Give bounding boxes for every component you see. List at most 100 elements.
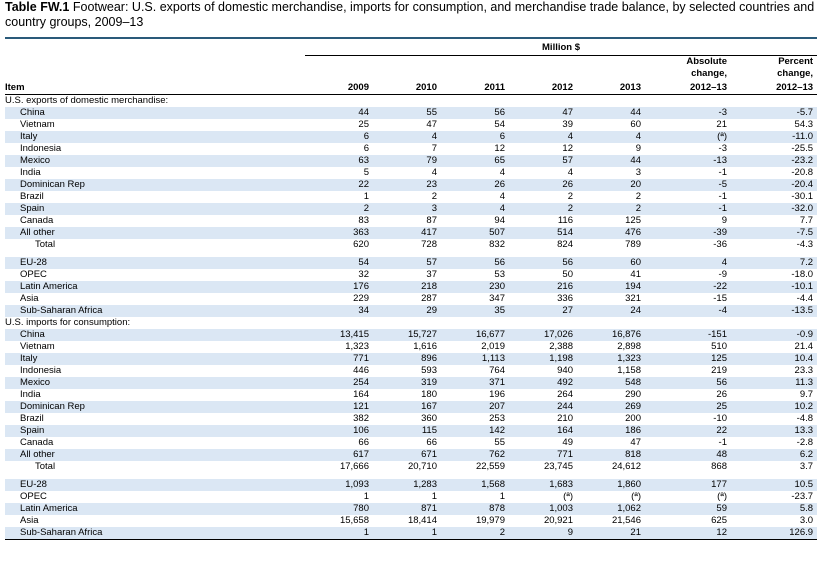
group-row: OPEC 1 1 1 (ª) (ª) (ª) -23.7 [5, 491, 817, 503]
cell-value: 1,003 [509, 503, 577, 515]
cell-value: 5 [363, 167, 369, 178]
table-row: Italy 771 896 1,113 1,198 1,323 125 10.4 [5, 353, 818, 365]
cell-value: -1 [718, 191, 727, 202]
cell-value: 4 [431, 167, 437, 178]
row-label: Total [35, 239, 56, 250]
cell-value: 1,198 [509, 353, 577, 365]
cell-value: 15,727 [373, 329, 441, 341]
unit-header: Million $ [305, 41, 818, 56]
pct-header-1: Percent [778, 56, 814, 67]
cell-value: 10.5 [731, 479, 818, 491]
table-row: Indonesia 6 7 12 12 9 -3 -25.5 [5, 143, 817, 155]
table-caption: Footwear: U.S. exports of domestic merch… [5, 0, 815, 29]
cell-value: (ª) [717, 491, 727, 502]
cell-value: 363 [305, 227, 373, 239]
cell-value: 83 [358, 215, 369, 226]
table-row: All other 363 417 507 514 476 -39 -7.5 [5, 227, 818, 239]
year-header: 2009 [305, 80, 373, 95]
cell-value: 253 [489, 413, 505, 424]
cell-value: 617 [305, 449, 373, 461]
cell-value: 3.7 [799, 461, 814, 472]
cell-value: -13 [645, 155, 731, 167]
abs-header-3: 2012–13 [645, 80, 731, 95]
cell-value: 7.7 [799, 215, 814, 226]
cell-value: 106 [305, 425, 373, 437]
cell-value: 53 [494, 269, 505, 280]
total-row: Total 620 728 832 824 789 -36 -4.3 [5, 239, 817, 251]
cell-value: 54.3 [794, 119, 814, 130]
cell-value: -13.5 [731, 305, 818, 317]
cell-value: 116 [557, 215, 573, 226]
cell-value: -11.0 [731, 131, 818, 143]
cell-value: 21.4 [794, 341, 814, 352]
table-row: Vietnam 25 47 54 39 60 21 54.3 [5, 119, 817, 131]
cell-value: -22 [645, 281, 731, 293]
cell-value: 59 [645, 503, 731, 515]
cell-value: 2 [635, 191, 641, 202]
cell-value: 2 [441, 527, 509, 540]
cell-value: 671 [373, 449, 441, 461]
cell-value: 771 [509, 449, 577, 461]
row-label: Italy [5, 131, 305, 143]
title-rule [5, 37, 817, 39]
cell-value: 20 [577, 179, 645, 191]
cell-value: 142 [441, 425, 509, 437]
cell-value: 321 [625, 293, 641, 304]
row-label: Brazil [20, 191, 44, 202]
cell-value: 20,710 [407, 461, 437, 472]
cell-value: 35 [441, 305, 509, 317]
cell-value: 26 [509, 179, 577, 191]
cell-value: 49 [562, 437, 573, 448]
cell-value: -5 [645, 179, 731, 191]
table-row: Brazil 382 360 253 210 200 -10 -4.8 [5, 413, 817, 425]
cell-value [373, 317, 441, 329]
abs-header-1: Absolute [686, 56, 727, 67]
row-label: India [20, 167, 41, 178]
cell-value: 9 [721, 215, 727, 226]
row-label: EU-28 [5, 257, 305, 269]
cell-value: 371 [441, 377, 509, 389]
cell-value: 56 [441, 107, 509, 119]
cell-value: -32.0 [731, 203, 818, 215]
cell-value: 2,019 [481, 341, 505, 352]
pct-header-2: change, [777, 68, 814, 79]
group-row: Latin America 176 218 230 216 194 -22 -10.1 [5, 281, 818, 293]
cell-value: 229 [353, 293, 369, 304]
cell-value: -151 [645, 329, 731, 341]
cell-value: 2 [431, 191, 437, 202]
row-label: India [20, 389, 41, 400]
cell-value: 780 [305, 503, 373, 515]
row-label: China [5, 329, 305, 341]
cell-value: 7 [431, 143, 437, 154]
cell-value: 18,414 [407, 515, 437, 526]
cell-value: 56 [441, 257, 509, 269]
cell-value: 87 [426, 215, 437, 226]
table-row: Dominican Rep 121 167 207 244 269 25 10.2 [5, 401, 818, 413]
cell-value: 824 [557, 239, 573, 250]
cell-value: 896 [373, 353, 441, 365]
cell-value: 1,568 [441, 479, 509, 491]
cell-value: -4 [645, 305, 731, 317]
cell-value: 4 [645, 257, 731, 269]
cell-value: 360 [421, 413, 437, 424]
cell-value: 23.3 [794, 365, 814, 376]
cell-value: 125 [625, 215, 641, 226]
cell-value: -23.2 [731, 155, 818, 167]
cell-value: 620 [353, 239, 369, 250]
table-title: Table FW.1 Footwear: U.S. exports of dom… [0, 0, 822, 32]
cell-value: 57 [509, 155, 577, 167]
cell-value: 25 [645, 401, 731, 413]
cell-value: 37 [426, 269, 437, 280]
cell-value: 2,388 [549, 341, 573, 352]
cell-value: 3 [635, 167, 641, 178]
cell-value: 871 [373, 503, 441, 515]
cell-value: 22 [305, 179, 373, 191]
cell-value: -1 [718, 437, 727, 448]
table-row: Canada 66 66 55 49 47 -1 -2.8 [5, 437, 817, 449]
cell-value: -20.4 [731, 179, 818, 191]
cell-value: (ª) [645, 131, 731, 143]
cell-value: 16,876 [577, 329, 645, 341]
cell-value: -7.5 [731, 227, 818, 239]
cell-value: 16,677 [441, 329, 509, 341]
cell-value: 4 [499, 167, 505, 178]
